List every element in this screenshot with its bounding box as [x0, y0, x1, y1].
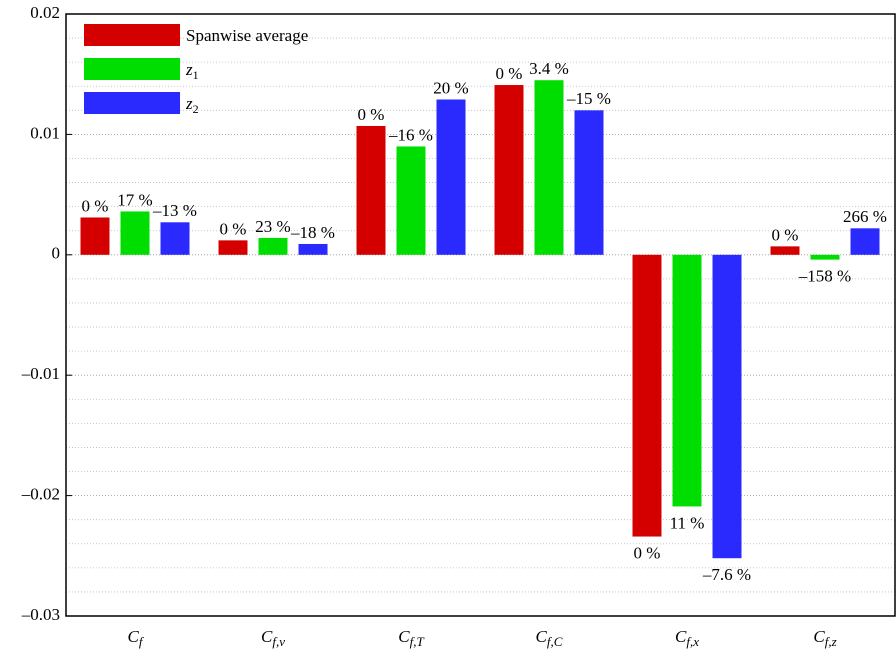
bar — [396, 146, 426, 255]
y-tick-label: –0.02 — [21, 485, 60, 504]
plot-frame — [65, 13, 896, 617]
legend-label: z2 — [185, 94, 199, 116]
x-tick-label: Cf,C — [536, 627, 563, 649]
category-subscript: f,z — [825, 634, 837, 649]
category-symbol: C — [536, 627, 548, 646]
legend-name: z — [185, 94, 193, 113]
bar — [770, 246, 800, 255]
bar — [356, 125, 386, 255]
bar — [494, 85, 524, 255]
category-subscript: f,C — [547, 634, 563, 649]
legend-swatch — [84, 24, 180, 46]
y-tick-label: 0.02 — [30, 3, 60, 22]
data-annotation: 3.4 % — [529, 59, 569, 78]
legend-swatch — [84, 92, 180, 114]
data-annotation: 0 % — [358, 105, 385, 124]
legend-name: z — [185, 60, 193, 79]
data-annotation: 20 % — [433, 78, 468, 97]
bar — [436, 99, 466, 255]
x-tick-label: Cf,x — [675, 627, 699, 649]
legend-label: z1 — [185, 60, 199, 82]
bar — [298, 243, 328, 255]
legend-subscript: 1 — [193, 68, 199, 82]
legend-swatch — [84, 58, 180, 80]
x-tick-label: Cf — [128, 627, 145, 649]
category-subscript: f,x — [686, 634, 699, 649]
data-annotation: 0 % — [82, 196, 109, 215]
y-tick-label: 0.01 — [30, 123, 60, 142]
data-annotation: 0 % — [220, 219, 247, 238]
category-symbol: C — [261, 627, 273, 646]
bar — [672, 254, 702, 507]
bar — [160, 222, 190, 255]
x-tick-label: Cf,T — [398, 627, 424, 649]
bar — [850, 228, 880, 255]
category-symbol: C — [398, 627, 410, 646]
data-annotation: 17 % — [117, 190, 152, 209]
data-annotation: –15 % — [566, 89, 611, 108]
bar — [258, 237, 288, 255]
category-symbol: C — [128, 627, 140, 646]
data-annotation: 11 % — [670, 513, 705, 532]
data-annotation: 266 % — [843, 207, 887, 226]
bar — [120, 211, 150, 255]
y-tick-label: –0.01 — [21, 364, 60, 383]
data-annotation: 0 % — [496, 64, 523, 83]
x-tick-label: Cf,v — [261, 627, 285, 649]
y-tick-label: 0 — [52, 244, 61, 263]
data-annotation: 23 % — [255, 217, 290, 236]
category-symbol: C — [675, 627, 687, 646]
legend-subscript: 2 — [193, 102, 199, 116]
bar — [632, 254, 662, 537]
bar — [574, 110, 604, 255]
legend-label: Spanwise average — [186, 26, 308, 45]
x-tick-label: Cf,z — [813, 627, 836, 649]
category-subscript: f,T — [410, 634, 425, 649]
data-annotation: –16 % — [388, 125, 433, 144]
data-annotation: 0 % — [634, 543, 661, 562]
category-symbol: C — [813, 627, 825, 646]
legend-name: Spanwise average — [186, 26, 308, 45]
data-annotation: –13 % — [152, 201, 197, 220]
data-annotation: –7.6 % — [702, 565, 751, 584]
data-annotation: 0 % — [772, 225, 799, 244]
bar — [218, 240, 248, 255]
bar — [80, 217, 110, 255]
bar — [712, 254, 742, 559]
data-annotation: –18 % — [290, 223, 335, 242]
y-tick-label: –0.03 — [21, 605, 60, 624]
data-annotation: –158 % — [798, 267, 851, 286]
category-subscript: f,v — [272, 634, 285, 649]
bar — [810, 254, 840, 260]
bar — [534, 80, 564, 255]
category-subscript: f — [139, 634, 145, 649]
